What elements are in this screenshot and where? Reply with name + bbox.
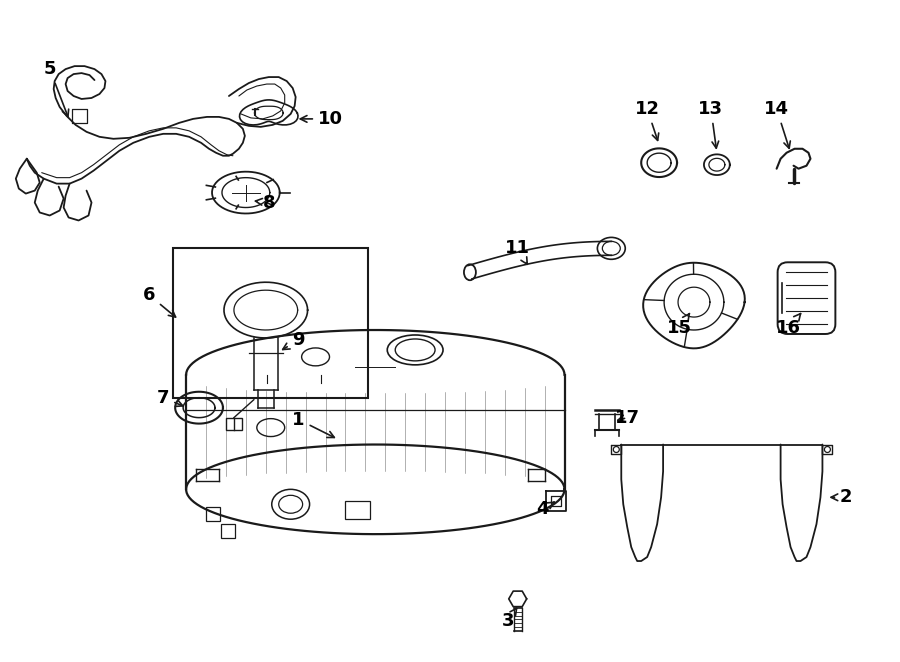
Bar [221, 524, 235, 538]
Bar [206, 507, 220, 521]
Text: 17: 17 [615, 408, 640, 426]
Ellipse shape [464, 264, 476, 280]
Text: 7: 7 [157, 389, 183, 406]
Text: 8: 8 [256, 193, 275, 212]
Bar [346, 501, 370, 519]
Text: 13: 13 [698, 100, 724, 148]
Text: 5: 5 [43, 60, 68, 117]
Bar [173, 248, 368, 398]
Text: 11: 11 [505, 240, 530, 264]
Text: 2: 2 [831, 489, 852, 506]
Text: 12: 12 [634, 100, 660, 140]
Text: 15: 15 [667, 314, 691, 337]
Text: 16: 16 [776, 314, 801, 337]
Bar [226, 418, 242, 430]
Text: 10: 10 [301, 110, 343, 128]
Text: 14: 14 [764, 100, 790, 148]
Text: 9: 9 [283, 331, 305, 350]
Text: 4: 4 [536, 500, 554, 518]
Text: 3: 3 [501, 608, 517, 630]
Text: 1: 1 [292, 410, 334, 438]
Text: 6: 6 [143, 286, 176, 317]
